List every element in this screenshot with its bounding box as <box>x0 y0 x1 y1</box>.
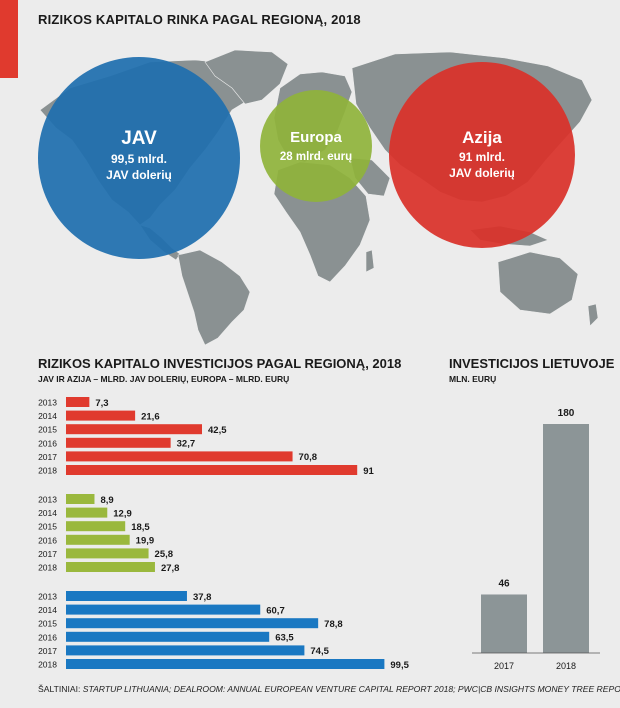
year-label: 2015 <box>38 619 57 629</box>
accent-bar <box>0 0 18 78</box>
bar-value-label: 70,8 <box>299 452 318 463</box>
bar-value-label: 91 <box>363 466 374 477</box>
lithuania-year-label: 2018 <box>556 661 576 671</box>
bar-value-label: 27,8 <box>161 563 180 574</box>
usa-label: JAV <box>121 128 157 149</box>
bar-value-label: 42,5 <box>208 425 227 436</box>
bar-value-label: 7,3 <box>95 398 108 409</box>
year-label: 2013 <box>38 398 57 408</box>
year-label: 2015 <box>38 425 57 435</box>
lithuania-chart-subtitle: MLN. EURŲ <box>449 374 497 384</box>
region-asia: Azija 91 mlrd. JAV dolerių <box>389 62 575 248</box>
regional-chart-title: RIZIKOS KAPITALO INVESTICIJOS PAGAL REGI… <box>38 356 402 371</box>
usa-circle <box>38 57 240 259</box>
regional-bar <box>66 451 293 462</box>
land-australia <box>497 251 579 315</box>
regional-bar <box>66 645 305 656</box>
year-label: 2017 <box>38 646 57 656</box>
year-label: 2015 <box>38 522 57 532</box>
regional-bar <box>66 534 130 545</box>
regional-chart-subtitle: JAV IR AZIJA – MLRD. JAV DOLERIŲ, EUROPA… <box>38 374 290 384</box>
bar-value-label: 21,6 <box>141 411 160 422</box>
region-europe: Europa 28 mlrd. eurų <box>260 90 372 202</box>
year-label: 2016 <box>38 438 57 448</box>
year-label: 2014 <box>38 411 57 421</box>
world-map: JAV 99,5 mlrd. JAV dolerių Europa 28 mlr… <box>38 49 599 345</box>
year-label: 2018 <box>38 466 57 476</box>
source-note: ŠALTINIAI: STARTUP LITHUANIA; DEALROOM: … <box>38 684 620 694</box>
map-title: RIZIKOS KAPITALO RINKA PAGAL REGIONĄ, 20… <box>38 12 361 27</box>
bar-value-label: 12,9 <box>113 508 132 519</box>
year-label: 2017 <box>38 452 57 462</box>
europe-value: 28 mlrd. eurų <box>280 151 352 163</box>
usa-unit: JAV dolerių <box>106 168 172 182</box>
regional-bar <box>66 494 95 504</box>
europe-circle <box>260 90 372 202</box>
year-label: 2013 <box>38 495 57 505</box>
land-madagascar <box>365 249 375 273</box>
regional-bar <box>66 507 108 518</box>
source-text: STARTUP LITHUANIA; DEALROOM: ANNUAL EURO… <box>82 684 620 694</box>
year-label: 2013 <box>38 592 57 602</box>
bar-value-label: 32,7 <box>177 439 196 450</box>
lithuania-year-label: 2017 <box>494 661 514 671</box>
lithuania-value-label: 180 <box>558 408 575 419</box>
bar-value-label: 99,5 <box>390 660 409 671</box>
regional-bar <box>66 521 126 532</box>
regional-bar <box>66 659 385 669</box>
regional-bar <box>66 424 202 435</box>
year-label: 2018 <box>38 563 57 573</box>
year-label: 2014 <box>38 508 57 518</box>
lithuania-bar <box>481 594 527 653</box>
regional-bar <box>66 410 136 421</box>
regional-bar <box>66 604 261 615</box>
asia-unit: JAV dolerių <box>449 166 515 180</box>
europe-label: Europa <box>290 129 342 146</box>
year-label: 2014 <box>38 605 57 615</box>
bar-value-label: 74,5 <box>310 646 329 657</box>
asia-label: Azija <box>462 128 502 147</box>
asia-value: 91 mlrd. <box>459 150 505 164</box>
lithuania-bar <box>543 424 589 653</box>
year-label: 2017 <box>38 549 57 559</box>
asia-circle <box>389 62 575 248</box>
bar-value-label: 60,7 <box>266 605 285 616</box>
bar-value-label: 78,8 <box>324 619 343 630</box>
year-label: 2018 <box>38 660 57 670</box>
bar-value-label: 19,9 <box>136 536 155 547</box>
lithuania-chart-title: INVESTICIJOS LIETUVOJE <box>449 356 615 371</box>
land-greenland <box>204 49 289 105</box>
bar-value-label: 18,5 <box>131 522 150 533</box>
regional-bar <box>66 591 187 601</box>
region-usa: JAV 99,5 mlrd. JAV dolerių <box>38 57 240 259</box>
regional-bar <box>66 465 358 475</box>
year-label: 2016 <box>38 632 57 642</box>
regional-bar <box>66 397 90 407</box>
regional-bar <box>66 548 149 559</box>
bar-value-label: 37,8 <box>193 592 212 603</box>
bar-value-label: 8,9 <box>100 495 113 506</box>
usa-value: 99,5 mlrd. <box>111 152 167 166</box>
bar-value-label: 63,5 <box>275 633 294 644</box>
land-new-zealand <box>587 303 599 327</box>
regional-bar <box>66 562 155 572</box>
land-south-america <box>177 249 251 345</box>
regional-bar <box>66 618 319 629</box>
source-prefix: ŠALTINIAI: <box>38 684 83 694</box>
bar-value-label: 25,8 <box>155 549 174 560</box>
year-label: 2016 <box>38 535 57 545</box>
regional-bar <box>66 631 270 642</box>
regional-bar <box>66 437 171 448</box>
lithuania-value-label: 46 <box>498 578 510 589</box>
